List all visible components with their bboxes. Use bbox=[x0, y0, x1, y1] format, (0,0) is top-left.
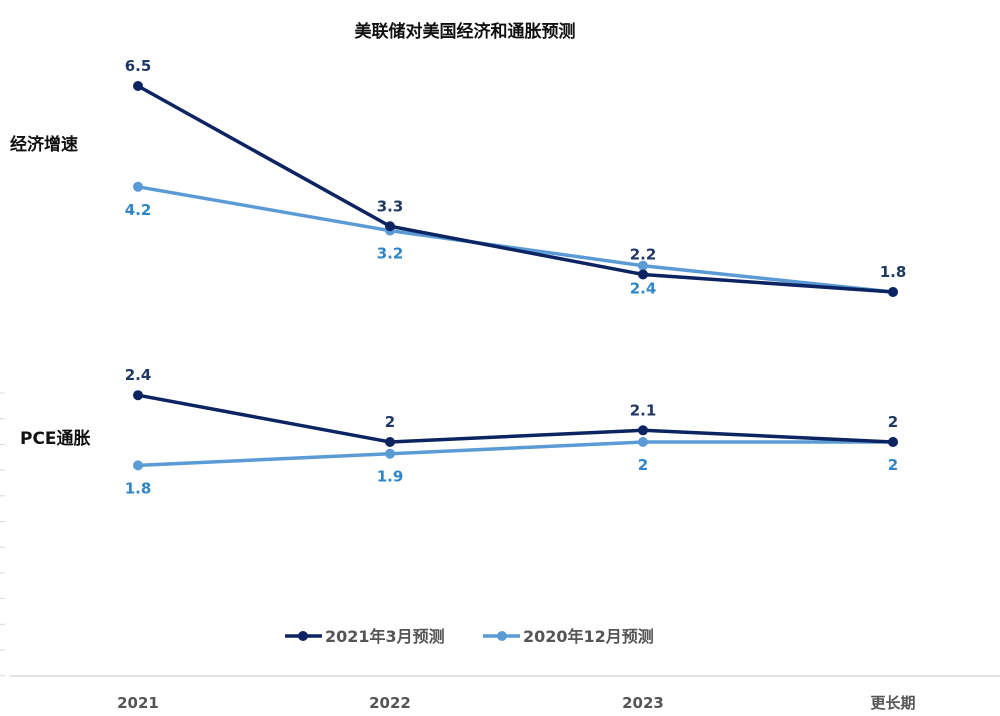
data-label: 1.8 bbox=[880, 263, 907, 281]
data-label: 2 bbox=[385, 413, 395, 431]
data-point bbox=[888, 287, 898, 297]
legend: 2021年3月预测 2020年12月预测 bbox=[285, 627, 654, 646]
x-tick-label: 2021 bbox=[117, 694, 159, 712]
data-point bbox=[638, 269, 648, 280]
data-label: 4.2 bbox=[125, 201, 152, 219]
x-tick-label: 2022 bbox=[369, 694, 411, 712]
data-point bbox=[888, 437, 898, 447]
data-point bbox=[133, 80, 143, 91]
series-line-2021-3 bbox=[137, 393, 894, 444]
legend-label: 2020年12月预测 bbox=[523, 627, 654, 646]
data-point bbox=[133, 181, 143, 192]
data-label: 2.4 bbox=[630, 280, 657, 298]
panel-label-gdp: 经济增速 bbox=[10, 134, 78, 155]
data-point bbox=[385, 221, 395, 232]
data-label: 2.4 bbox=[125, 366, 152, 384]
data-point bbox=[638, 260, 648, 271]
data-label: 2.1 bbox=[630, 401, 657, 419]
legend-item-2021-3: 2021年3月预测 bbox=[285, 627, 445, 646]
data-point bbox=[638, 437, 648, 447]
data-label: 1.8 bbox=[125, 479, 152, 497]
data-label: 3.3 bbox=[377, 197, 404, 215]
data-label: 6.5 bbox=[125, 57, 152, 75]
left-axis-ticks bbox=[0, 392, 5, 677]
x-tick-label: 2023 bbox=[622, 694, 664, 712]
series-line-2021-3 bbox=[137, 84, 894, 294]
data-point bbox=[638, 425, 648, 436]
data-point bbox=[133, 390, 143, 401]
panel-label-pce: PCE通胀 bbox=[20, 429, 91, 449]
series-line-2020-12 bbox=[137, 440, 893, 468]
legend-item-2020-12: 2020年12月预测 bbox=[483, 627, 654, 646]
legend-label: 2021年3月预测 bbox=[325, 627, 445, 646]
data-label: 2 bbox=[888, 413, 898, 431]
data-point bbox=[385, 437, 395, 447]
series-line-2020-12 bbox=[137, 185, 894, 294]
chart-title: 美联储对美国经济和通胀预测 bbox=[355, 21, 576, 42]
data-label: 2.2 bbox=[630, 245, 657, 263]
x-tick-label: 更长期 bbox=[870, 694, 915, 712]
data-label: 2 bbox=[888, 456, 898, 474]
data-label: 1.9 bbox=[377, 468, 404, 486]
data-label: 3.2 bbox=[377, 245, 404, 263]
panel-1: 1.8 1.9 2 2 2.4 2 2.1 2 bbox=[125, 366, 899, 497]
data-point bbox=[133, 460, 143, 471]
data-label: 2 bbox=[638, 456, 648, 474]
panel-0: 4.2 3.2 2.4 6.5 3.3 2.2 1.8 bbox=[125, 57, 907, 298]
data-point bbox=[385, 448, 395, 459]
